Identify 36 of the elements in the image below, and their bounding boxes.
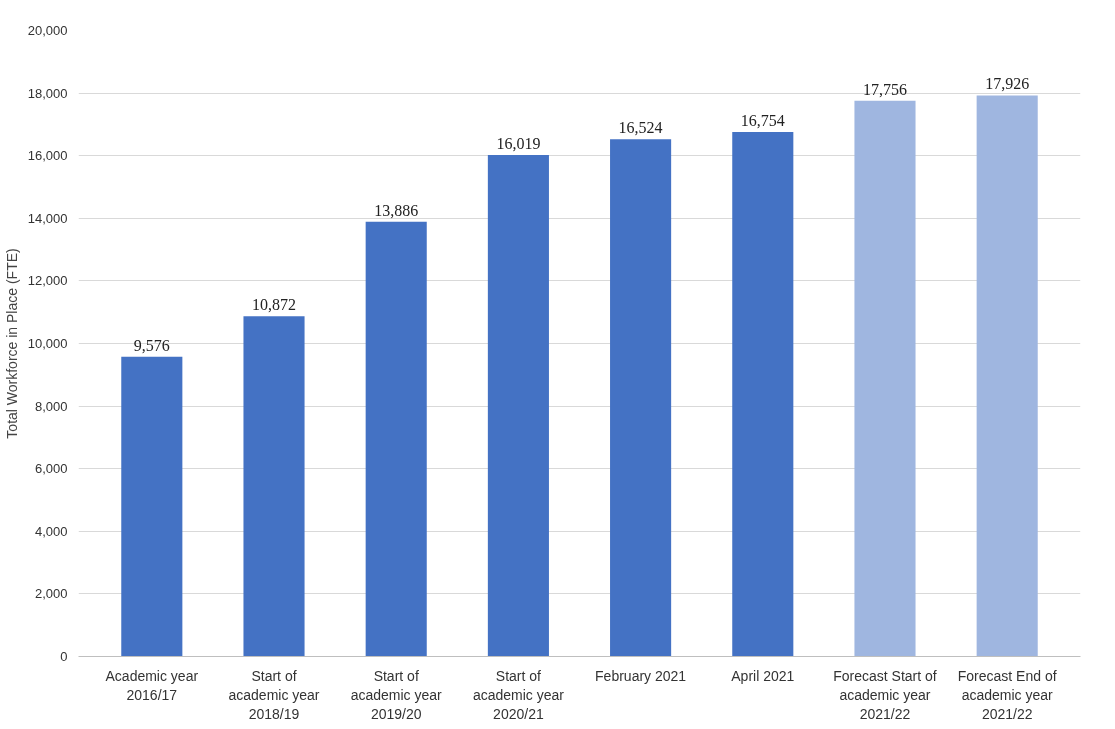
x-tick-label: Start of academic year 2020/21	[472, 667, 565, 722]
data-label: 17,926	[985, 75, 1030, 93]
x-tick-label: Forecast Start of academic year 2021/22	[833, 667, 937, 722]
x-tick-label: Academic year 2016/17	[105, 667, 199, 703]
x-tick-label: April 2021	[731, 667, 795, 684]
y-tick-label: 10,000	[27, 336, 68, 351]
y-tick-label: 4,000	[34, 523, 68, 539]
y-tick-label: 2,000	[34, 586, 68, 602]
y-tick-label: 14,000	[27, 210, 68, 226]
bar	[610, 139, 672, 657]
bar	[976, 95, 1038, 657]
data-label: 16,754	[740, 112, 785, 130]
data-label: 10,872	[252, 296, 297, 314]
y-tick-label: 12,000	[27, 273, 68, 289]
bar	[487, 155, 549, 657]
y-tick-label: 6,000	[34, 461, 68, 477]
bar	[732, 132, 794, 657]
data-label: 13,886	[374, 201, 419, 219]
x-tick-label: Start of academic year 2018/19	[228, 667, 320, 722]
x-tick-label: Start of academic year 2019/20	[350, 667, 443, 722]
x-tick-label: February 2021	[595, 667, 687, 684]
data-label: 16,524	[618, 119, 663, 137]
data-label: 17,756	[862, 80, 907, 98]
bar	[243, 316, 305, 657]
y-axis-title: Total Workforce in Place (FTE)	[3, 248, 20, 439]
y-tick-label: 20,000	[27, 23, 68, 38]
x-tick-label: Forecast End of academic year 2021/22	[957, 667, 1057, 722]
data-label: 9,576	[133, 336, 170, 354]
y-tick-label: 8,000	[34, 398, 68, 414]
y-tick-label: 16,000	[27, 148, 68, 164]
bar	[854, 100, 916, 657]
bar	[365, 221, 427, 657]
y-tick-label: 18,000	[27, 85, 68, 101]
data-label: 16,019	[496, 135, 541, 153]
bar	[121, 356, 183, 657]
y-tick-label: 0	[60, 649, 68, 664]
